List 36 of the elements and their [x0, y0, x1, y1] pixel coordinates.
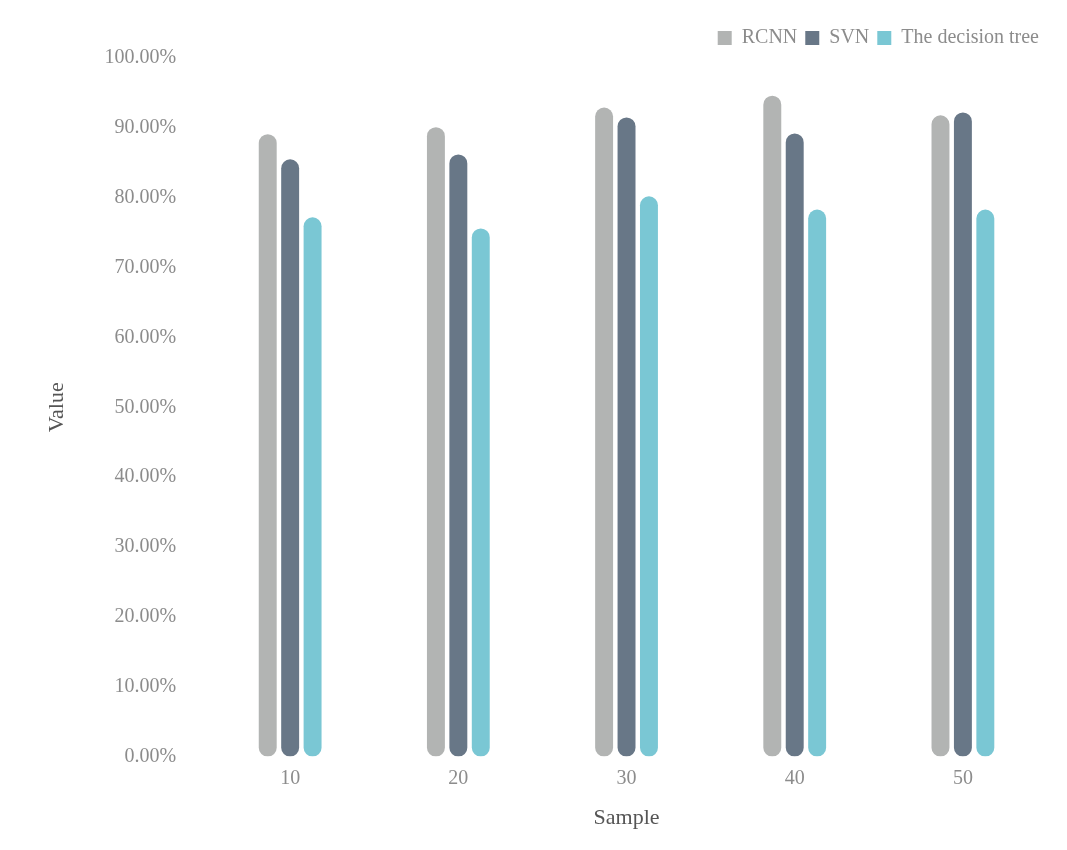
y-tick-label: 20.00%: [114, 604, 177, 627]
x-axis-title: Sample: [593, 803, 660, 829]
bar: [976, 209, 995, 757]
bar: [639, 196, 658, 757]
bar: [785, 133, 804, 757]
y-tick-label: 80.00%: [114, 184, 177, 207]
bar: [595, 107, 614, 757]
bar: [449, 154, 468, 757]
y-tick-label: 10.00%: [114, 673, 177, 696]
y-tick-label: 100.00%: [104, 45, 177, 68]
x-tick-label: 10: [280, 765, 301, 788]
x-tick-label: 50: [952, 765, 973, 788]
bar: [931, 115, 950, 757]
y-tick-label: 70.00%: [114, 254, 177, 277]
y-tick-label: 50.00%: [114, 394, 177, 417]
x-tick-label: 20: [448, 765, 469, 788]
bar: [808, 209, 827, 757]
x-tick-label: 30: [616, 765, 637, 788]
bar: [617, 117, 636, 757]
legend-label: The decision tree: [901, 25, 1040, 48]
y-tick-label: 40.00%: [114, 464, 177, 487]
bar: [258, 134, 277, 757]
y-axis-title: Value: [42, 382, 68, 433]
y-tick-label: 0.00%: [124, 743, 177, 766]
bar: [426, 127, 445, 757]
y-tick-label: 60.00%: [114, 324, 177, 347]
bar: [471, 228, 490, 757]
y-tick-label: 90.00%: [114, 115, 177, 138]
legend-label: RCNN: [741, 25, 798, 48]
bar: [281, 159, 300, 757]
legend-label: SVN: [829, 25, 870, 48]
x-tick-label: 40: [784, 765, 805, 788]
bar: [953, 112, 972, 757]
y-tick-label: 30.00%: [114, 534, 177, 557]
bar: [763, 95, 782, 757]
bar: [303, 217, 322, 757]
